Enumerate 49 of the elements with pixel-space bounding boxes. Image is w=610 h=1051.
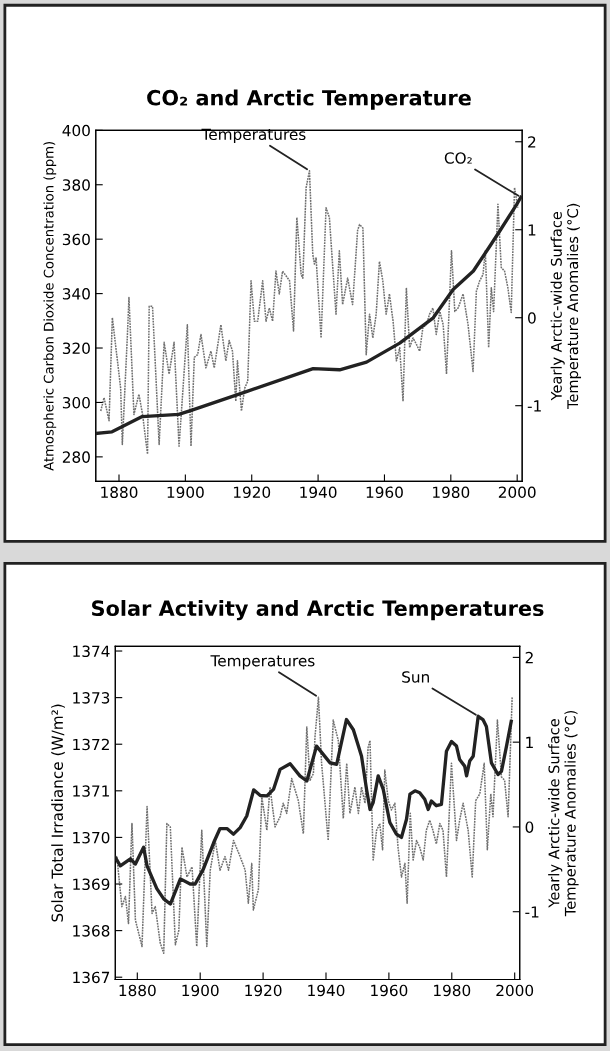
y-tick-label: 1367 xyxy=(73,971,110,984)
y2-tick-label: -1 xyxy=(525,906,539,918)
chart-title: Solar Activity and Arctic Temperatures xyxy=(92,599,544,621)
y-tick-label: 1372 xyxy=(73,738,109,751)
y-tick-label: 1373 xyxy=(73,692,110,704)
line-series xyxy=(99,170,519,455)
x-tick-label: 1900 xyxy=(182,984,219,997)
x-tick-label: 1960 xyxy=(366,486,403,499)
x-tick-label: 1940 xyxy=(300,486,337,499)
y-tick-label: 320 xyxy=(62,342,90,355)
y-tick-label: 1369 xyxy=(73,878,110,891)
y-tick-label: 300 xyxy=(62,396,90,409)
x-tick-label: 1880 xyxy=(119,984,156,997)
y-tick-label: 1368 xyxy=(73,925,110,937)
x-tick-label: 1960 xyxy=(371,984,408,997)
y2-tick-label: -1 xyxy=(527,400,541,412)
series-label: Temperatures xyxy=(210,655,315,670)
x-tick-label: 1940 xyxy=(308,984,345,997)
y-axis-title: Atmospheric Carbon Dioxide Concentration (ppm) xyxy=(43,141,57,471)
x-tick-label: 1920 xyxy=(245,984,282,997)
y2-tick-label: 2 xyxy=(525,651,533,664)
x-tick-label: 1920 xyxy=(233,486,271,499)
y2-tick-label: 1 xyxy=(528,224,536,236)
y2-tick-label: 1 xyxy=(526,736,533,748)
y-tick-label: 380 xyxy=(62,179,90,191)
series-label: Temperatures xyxy=(201,128,306,144)
x-tick-label: 1980 xyxy=(433,486,470,499)
y2-axis-title: Yearly Arctic-wide Surface Temperature Anomalies (°C) xyxy=(550,203,582,410)
text: CO₂ xyxy=(444,152,472,164)
y2-tick-label: 2 xyxy=(528,136,536,148)
x-tick-label: 1900 xyxy=(167,486,204,499)
x-tick-label: 2000 xyxy=(498,486,536,499)
y-tick-label: 340 xyxy=(62,288,90,300)
y-tick-label: 400 xyxy=(62,124,90,137)
y2-tick-label: 0 xyxy=(525,821,534,833)
y-tick-label: 1370 xyxy=(73,831,110,844)
y-tick-label: 1374 xyxy=(73,645,110,658)
y2-axis-title: Yearly Arctic-wide Surface Temperature Anomalies (°C) xyxy=(548,710,579,917)
y-axis-title: Solar Total Irradiance (W/m²) xyxy=(51,704,65,922)
x-tick-label: 2000 xyxy=(496,984,534,997)
x-tick-label: 1980 xyxy=(434,984,471,997)
x-tick-label: 1880 xyxy=(101,486,138,499)
y2-tick-label: 0 xyxy=(528,312,536,324)
chart-title: CO₂ and Arctic Temperature xyxy=(147,89,471,110)
y-tick-label: 280 xyxy=(62,451,90,463)
y-tick-label: 360 xyxy=(62,233,90,246)
y-tick-label: 1371 xyxy=(73,785,110,797)
line-series xyxy=(116,696,513,955)
text: Sun xyxy=(402,671,429,683)
